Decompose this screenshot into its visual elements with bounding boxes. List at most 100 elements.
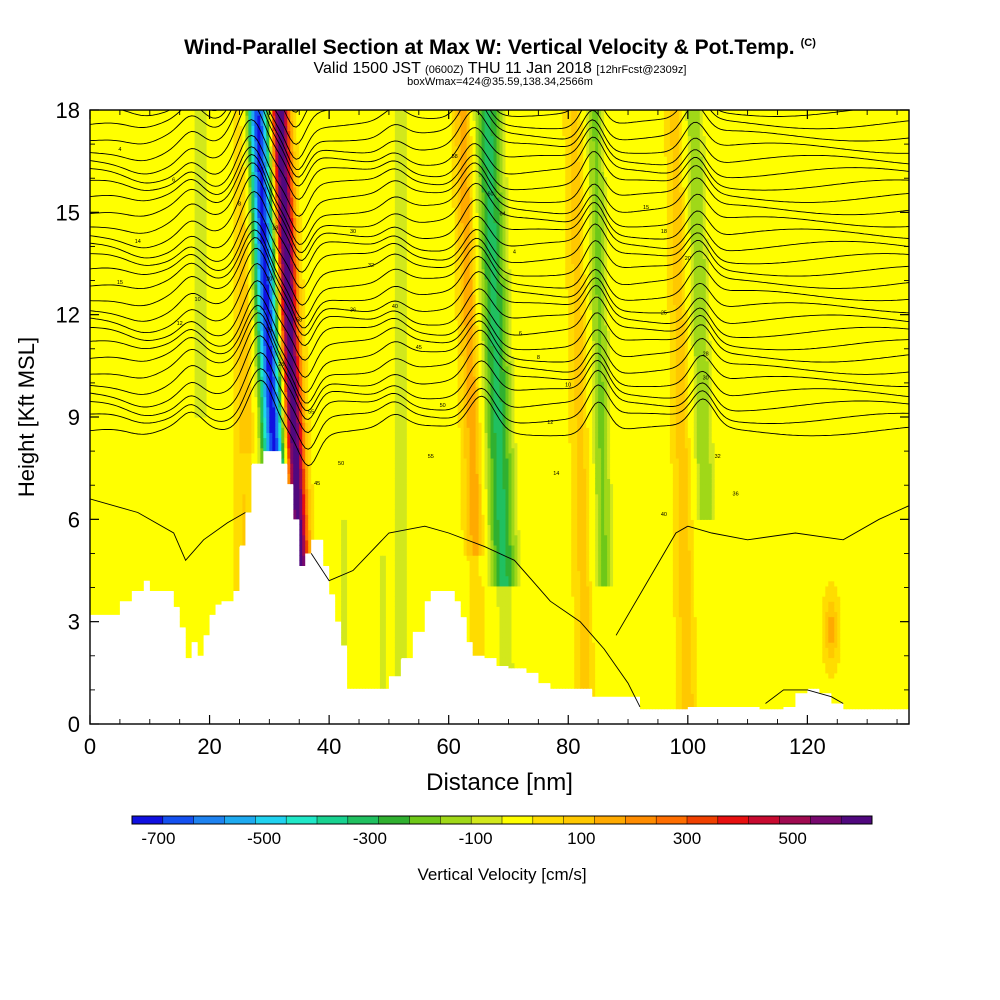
theta-contour	[687, 505, 909, 541]
theta-contour-label: 55	[428, 454, 434, 460]
chart-title: Wind-Parallel Section at Max W: Vertical…	[0, 36, 1000, 60]
theta-contour-label: 15	[117, 280, 123, 286]
theta-contour-label: 12	[547, 420, 553, 426]
theta-contour	[291, 110, 300, 113]
colorbar-label: Vertical Velocity [cm/s]	[417, 865, 586, 884]
theta-contour	[90, 335, 909, 420]
colorbar-tick-label: -100	[459, 829, 493, 848]
colorbar-cell	[532, 816, 564, 824]
colorbar-cell	[625, 816, 657, 824]
colorbar-cell	[779, 816, 811, 824]
theta-contour	[90, 379, 909, 467]
theta-contour	[90, 368, 909, 450]
theta-contour-label: 50	[440, 403, 446, 409]
theta-contour	[90, 154, 909, 245]
colorbar-cell	[563, 816, 595, 824]
x-axis-label: Distance [nm]	[426, 769, 573, 796]
colorbar-cell	[810, 816, 842, 824]
copyright-mark: (C)	[801, 37, 816, 49]
theta-contour	[90, 237, 909, 329]
colorbar-cell	[748, 816, 780, 824]
theta-contour-label: 6	[519, 331, 522, 337]
theta-contour	[90, 174, 909, 261]
colorbar-cell	[471, 816, 503, 824]
theta-contour	[90, 229, 909, 320]
theta-contour	[90, 110, 909, 187]
colorbar-cell	[286, 816, 318, 824]
theta-contour-label: 4	[513, 249, 516, 255]
theta-contour-label: 20	[266, 277, 272, 283]
theta-contour-label: 25	[266, 328, 272, 334]
theta-contour	[90, 110, 909, 160]
y-tick-label: 9	[68, 405, 80, 430]
theta-contour	[90, 4, 909, 94]
forecast-info: [12hrFcst@2309z]	[596, 64, 686, 76]
theta-contour-label: 45	[314, 481, 320, 487]
colorbar-cell	[255, 816, 287, 824]
colorbar-cell	[841, 816, 873, 824]
colorbar-cell	[224, 816, 256, 824]
y-axis-label: Height [Kft MSL]	[14, 337, 39, 497]
colorbar-cell	[347, 816, 379, 824]
theta-contour-label: 8	[537, 355, 540, 361]
y-tick-label: 18	[56, 98, 80, 123]
theta-contour	[90, 110, 909, 170]
theta-contour-label: 10	[195, 297, 201, 303]
velocity-field	[90, 110, 909, 710]
theta-contour	[90, 191, 909, 273]
theta-contour	[90, 207, 909, 289]
colorbar-cell	[193, 816, 225, 824]
valid-date: THU 11 Jan 2018	[468, 60, 592, 77]
theta-contour-label: 6	[172, 178, 175, 184]
theta-contour-label: 58	[452, 154, 458, 160]
theta-contour-label: 45	[416, 345, 422, 351]
x-tick-label: 120	[789, 734, 826, 759]
colorbar-tick-label: 500	[779, 829, 807, 848]
theta-contour-label: 60	[487, 191, 493, 197]
x-tick-label: 80	[556, 734, 580, 759]
colorbar-cell	[717, 816, 749, 824]
theta-contour-label: 36	[350, 307, 356, 313]
theta-contour	[90, 162, 909, 253]
chart-subtitle: Valid 1500 JST (0600Z) THU 11 Jan 2018 […	[0, 60, 1000, 78]
y-tick-label: 12	[56, 303, 80, 328]
colorbar-cell	[440, 816, 472, 824]
theta-contour-label: 14	[135, 239, 141, 245]
y-tick-label: 15	[56, 200, 80, 225]
theta-contour-label: 28	[278, 362, 284, 368]
theta-contour-label: 28	[703, 352, 709, 358]
x-tick-label: 0	[84, 734, 96, 759]
theta-contour-label: 25	[661, 311, 667, 317]
theta-contour-label: 30	[350, 229, 356, 235]
x-tick-label: 40	[317, 734, 341, 759]
colorbar-tick-label: 300	[673, 829, 701, 848]
colorbar-cell	[378, 816, 410, 824]
theta-contour-label: 30	[703, 376, 709, 382]
theta-contour	[90, 304, 909, 393]
y-tick-label: 0	[68, 712, 80, 737]
theta-contour-label: 18	[661, 229, 667, 235]
theta-contour-label: 32	[715, 454, 721, 460]
colorbar-tick-label: -700	[141, 829, 175, 848]
colorbar-tick-label: -500	[247, 829, 281, 848]
x-tick-label: 100	[669, 734, 706, 759]
theta-contour	[90, 498, 246, 562]
theta-contour	[90, 247, 909, 336]
theta-contour-label: 4	[118, 147, 121, 153]
theta-contour	[90, 352, 909, 434]
theta-contour	[90, 321, 909, 412]
x-tick-label: 60	[436, 734, 460, 759]
colorbar-cell	[409, 816, 441, 824]
theta-contour	[90, 134, 909, 217]
theta-contour	[120, 110, 858, 145]
theta-contour-label: 12	[177, 321, 183, 327]
theta-contour-label: 20	[685, 256, 691, 262]
colorbar: -700 -500 -300 -100 100 300 500 Vertical Veloci…	[131, 815, 873, 884]
terrain	[90, 451, 909, 724]
colorbar-cell	[132, 816, 164, 824]
y-tick-label: 3	[68, 610, 80, 635]
colorbar-cell	[317, 816, 349, 824]
colorbar-tick-label: 100	[567, 829, 595, 848]
